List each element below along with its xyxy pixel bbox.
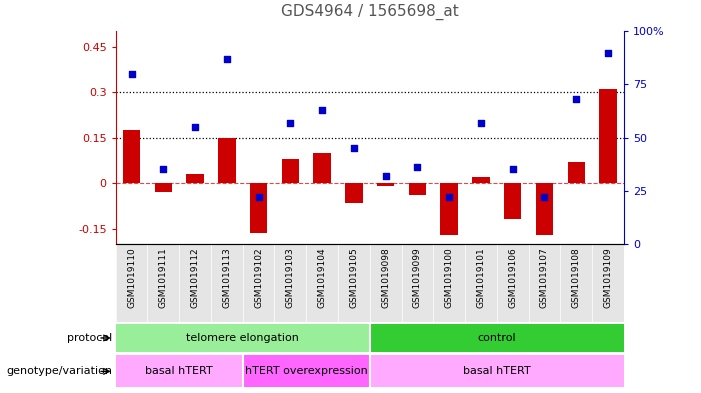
Bar — [370, 355, 624, 387]
Point — [571, 96, 582, 103]
Point — [348, 145, 360, 151]
Bar — [592, 244, 624, 322]
Bar — [536, 183, 553, 235]
Text: control: control — [477, 333, 516, 343]
Bar — [306, 244, 338, 322]
Text: GSM1019099: GSM1019099 — [413, 248, 422, 309]
Bar — [116, 324, 370, 352]
Bar — [465, 244, 497, 322]
Point — [411, 164, 423, 171]
Text: GSM1019098: GSM1019098 — [381, 248, 390, 309]
Text: GSM1019106: GSM1019106 — [508, 248, 517, 309]
Bar — [243, 244, 275, 322]
Text: basal hTERT: basal hTERT — [145, 366, 213, 376]
Bar — [313, 153, 331, 183]
Bar — [211, 244, 243, 322]
Point — [444, 194, 455, 200]
Point — [285, 119, 296, 126]
Text: hTERT overexpression: hTERT overexpression — [245, 366, 367, 376]
Bar — [243, 355, 370, 387]
Text: GDS4964 / 1565698_at: GDS4964 / 1565698_at — [281, 4, 458, 20]
Bar — [472, 177, 490, 183]
Bar — [116, 355, 243, 387]
Bar — [275, 244, 306, 322]
Bar — [250, 183, 267, 233]
Text: GSM1019112: GSM1019112 — [191, 248, 200, 308]
Text: GSM1019104: GSM1019104 — [318, 248, 327, 308]
Point — [475, 119, 486, 126]
Text: GSM1019109: GSM1019109 — [604, 248, 613, 309]
Text: GSM1019108: GSM1019108 — [572, 248, 580, 309]
Bar — [560, 244, 592, 322]
Bar — [568, 162, 585, 183]
Bar — [338, 244, 370, 322]
Bar — [345, 183, 362, 203]
Text: GSM1019113: GSM1019113 — [222, 248, 231, 309]
Text: protocol: protocol — [67, 333, 112, 343]
Bar — [370, 324, 624, 352]
Point — [539, 194, 550, 200]
Point — [126, 71, 137, 77]
Point — [507, 166, 518, 173]
Bar — [599, 89, 617, 183]
Bar — [186, 174, 204, 183]
Text: genotype/variation: genotype/variation — [6, 366, 112, 376]
Text: basal hTERT: basal hTERT — [463, 366, 531, 376]
Text: GSM1019101: GSM1019101 — [477, 248, 486, 309]
Bar — [282, 159, 299, 183]
Bar — [529, 244, 560, 322]
Text: GSM1019111: GSM1019111 — [159, 248, 168, 309]
Text: GSM1019105: GSM1019105 — [349, 248, 358, 309]
Bar — [433, 244, 465, 322]
Text: GSM1019103: GSM1019103 — [286, 248, 295, 309]
Point — [189, 124, 200, 130]
Bar — [409, 183, 426, 195]
Text: GSM1019110: GSM1019110 — [127, 248, 136, 309]
Bar — [218, 138, 236, 183]
Bar — [504, 183, 522, 219]
Text: GSM1019107: GSM1019107 — [540, 248, 549, 309]
Point — [158, 166, 169, 173]
Point — [317, 107, 328, 113]
Bar — [497, 244, 529, 322]
Text: GSM1019102: GSM1019102 — [254, 248, 263, 308]
Bar — [147, 244, 179, 322]
Point — [253, 194, 264, 200]
Bar — [179, 244, 211, 322]
Bar — [440, 183, 458, 235]
Bar — [155, 183, 172, 192]
Bar — [370, 244, 402, 322]
Point — [602, 50, 613, 56]
Bar — [402, 244, 433, 322]
Bar — [123, 130, 140, 183]
Bar — [116, 244, 147, 322]
Point — [380, 173, 391, 179]
Point — [222, 56, 233, 62]
Text: GSM1019100: GSM1019100 — [444, 248, 454, 309]
Text: telomere elongation: telomere elongation — [186, 333, 299, 343]
Bar — [377, 183, 395, 186]
